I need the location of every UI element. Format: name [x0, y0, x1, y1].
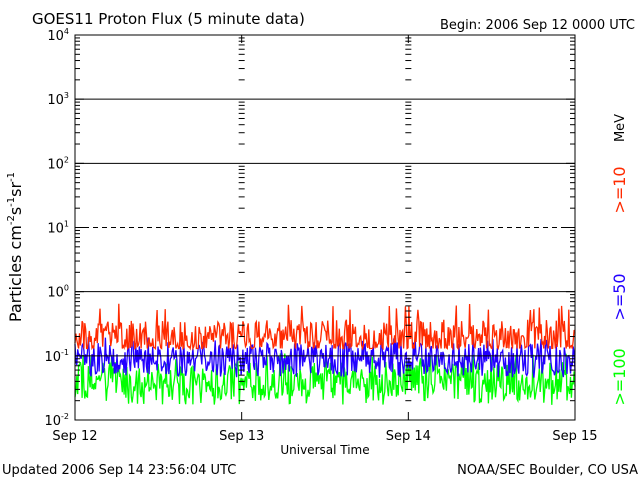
y-tick-label: 102 — [47, 155, 69, 172]
y-tick-label: 103 — [47, 91, 69, 108]
footer-credit: NOAA/SEC Boulder, CO USA — [457, 463, 638, 478]
legend-entry: >=50 — [610, 273, 629, 320]
y-tick-label: 104 — [47, 27, 69, 44]
series-layer — [74, 303, 576, 405]
y-tick-label: 100 — [47, 284, 69, 301]
grid-layer — [75, 37, 575, 402]
y-axis-label: Particles cm-2s-1sr-1 — [6, 172, 25, 322]
chart-subtitle: Begin: 2006 Sep 12 0000 UTC — [440, 18, 635, 33]
x-tick-label: Sep 13 — [219, 429, 264, 444]
x-axis-label: Universal Time — [280, 443, 369, 457]
y-tick-label: 10-2 — [44, 412, 69, 429]
flux-series-line — [74, 303, 576, 351]
x-tick-label: Sep 14 — [386, 429, 431, 444]
legend: >=10 >=50 >=100 MeV — [610, 114, 629, 406]
legend-unit: MeV — [613, 114, 628, 142]
legend-entry: >=10 — [610, 166, 629, 213]
chart-title: GOES11 Proton Flux (5 minute data) — [32, 10, 305, 28]
footer-updated: Updated 2006 Sep 14 23:56:04 UTC — [2, 463, 236, 478]
y-tick-label: 101 — [47, 220, 69, 237]
legend-entry: >=100 — [610, 348, 629, 405]
y-tick-label: 10-1 — [44, 348, 69, 365]
axis-layer: 10-2 10-1 100 101 102 103 104 Sep 12 Sep 13 Sep 1… — [44, 27, 597, 444]
x-tick-label: Sep 15 — [552, 429, 597, 444]
flux-series-line — [74, 336, 576, 378]
x-tick-label: Sep 12 — [52, 429, 97, 444]
